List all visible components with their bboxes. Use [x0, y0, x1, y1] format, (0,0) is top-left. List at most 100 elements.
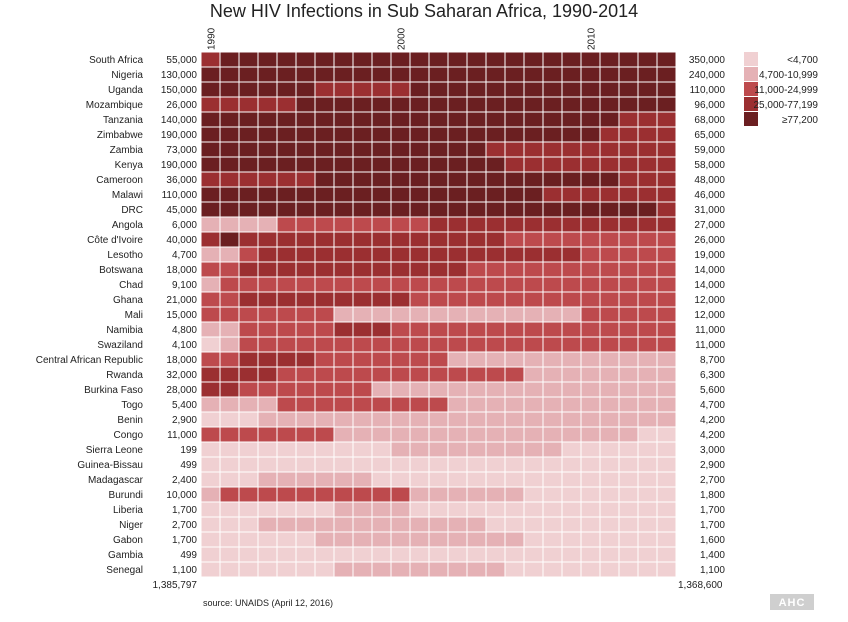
heatmap-cell [200, 291, 221, 308]
heatmap-cell [447, 366, 468, 383]
heatmap-row: Mali 15,000 12,000 [125, 306, 725, 323]
heatmap-cell [656, 336, 677, 353]
heatmap-cell [409, 156, 430, 173]
heatmap-cell [561, 51, 582, 68]
heatmap-row: Sierra Leone 199 3,000 [86, 441, 725, 458]
heatmap-cell [257, 201, 278, 218]
heatmap-cell [352, 531, 373, 548]
heatmap-cell [656, 171, 677, 188]
heatmap-cell [238, 261, 259, 278]
value-2014: 68,000 [694, 115, 725, 126]
heatmap-cell [219, 531, 240, 548]
country-name: Swaziland [97, 340, 143, 351]
heatmap-cell [466, 456, 487, 473]
value-1990: 130,000 [161, 70, 198, 81]
heatmap-cell [523, 261, 544, 278]
heatmap-cell [637, 156, 658, 173]
heatmap-cell [580, 66, 601, 83]
heatmap-cell [447, 456, 468, 473]
country-name: Guinea-Bissau [77, 460, 143, 471]
heatmap-cell [428, 216, 449, 233]
heatmap-cell [276, 171, 297, 188]
heatmap-cell [485, 321, 506, 338]
heatmap-cell [485, 96, 506, 113]
heatmap-cell [485, 141, 506, 158]
heatmap-cell [352, 321, 373, 338]
heatmap-cell [618, 66, 639, 83]
heatmap-cell [599, 471, 620, 488]
heatmap-cell [447, 291, 468, 308]
heatmap-cell [523, 246, 544, 263]
heatmap-cell [238, 171, 259, 188]
heatmap-rows: South Africa 55,000 350,000 Nigeria 130,000 2… [36, 51, 726, 578]
heatmap-cell [561, 336, 582, 353]
heatmap-cell [561, 156, 582, 173]
heatmap-cell [618, 456, 639, 473]
heatmap-cell [352, 381, 373, 398]
value-2014: 4,200 [700, 430, 725, 441]
heatmap-cell [542, 426, 563, 443]
heatmap-cell [656, 351, 677, 368]
value-1990: 190,000 [161, 130, 198, 141]
value-2014: 2,700 [700, 475, 725, 486]
heatmap-cell [599, 186, 620, 203]
heatmap-cell [333, 111, 354, 128]
value-1990: 150,000 [161, 85, 198, 96]
heatmap-cell [618, 186, 639, 203]
heatmap-cell [352, 501, 373, 518]
heatmap-cell [352, 141, 373, 158]
country-name: Côte d'Ivoire [87, 235, 143, 246]
heatmap-cell [238, 96, 259, 113]
heatmap-cell [428, 396, 449, 413]
heatmap-cell [637, 381, 658, 398]
heatmap-cell [219, 321, 240, 338]
heatmap-cell [599, 411, 620, 428]
heatmap-cell [656, 216, 677, 233]
heatmap-cell [466, 51, 487, 68]
heatmap-cell [390, 561, 411, 578]
value-1990: 9,100 [172, 280, 197, 291]
heatmap-cell [409, 336, 430, 353]
heatmap-cell [238, 486, 259, 503]
heatmap-cell [219, 516, 240, 533]
heatmap-cell [371, 156, 392, 173]
heatmap-cell [637, 426, 658, 443]
heatmap-cell [580, 561, 601, 578]
heatmap-cell [200, 471, 221, 488]
heatmap-cell [428, 141, 449, 158]
heatmap-cell [390, 111, 411, 128]
heatmap-cell [314, 306, 335, 323]
value-1990: 1,700 [172, 535, 197, 546]
heatmap-cell [542, 216, 563, 233]
heatmap-cell [523, 531, 544, 548]
heatmap-cell [428, 471, 449, 488]
heatmap-cell [314, 336, 335, 353]
heatmap-row: Ghana 21,000 12,000 [113, 291, 725, 308]
heatmap-cell [656, 96, 677, 113]
heatmap-cell [428, 96, 449, 113]
heatmap-cell [257, 381, 278, 398]
heatmap-cell [295, 516, 316, 533]
heatmap-cell [333, 171, 354, 188]
heatmap-cell [333, 231, 354, 248]
heatmap-row: Central African Republic 18,000 8,700 [36, 351, 725, 368]
heatmap-cell [390, 201, 411, 218]
heatmap-row: Gabon 1,700 1,600 [113, 531, 725, 548]
heatmap-row: Congo 11,000 4,200 [114, 426, 725, 443]
value-2014: 350,000 [689, 55, 726, 66]
heatmap-cell [409, 426, 430, 443]
heatmap-cell [295, 126, 316, 143]
heatmap-cell [409, 456, 430, 473]
country-name: Nigeria [111, 70, 143, 81]
heatmap-cell [352, 96, 373, 113]
heatmap-cell [371, 111, 392, 128]
heatmap-cell [200, 111, 221, 128]
heatmap-cell [390, 141, 411, 158]
heatmap-cell [580, 291, 601, 308]
heatmap-cell [390, 321, 411, 338]
country-name: Ghana [113, 295, 143, 306]
heatmap-cell [390, 351, 411, 368]
heatmap-cell [428, 456, 449, 473]
heatmap-cell [428, 261, 449, 278]
heatmap-cell [428, 531, 449, 548]
